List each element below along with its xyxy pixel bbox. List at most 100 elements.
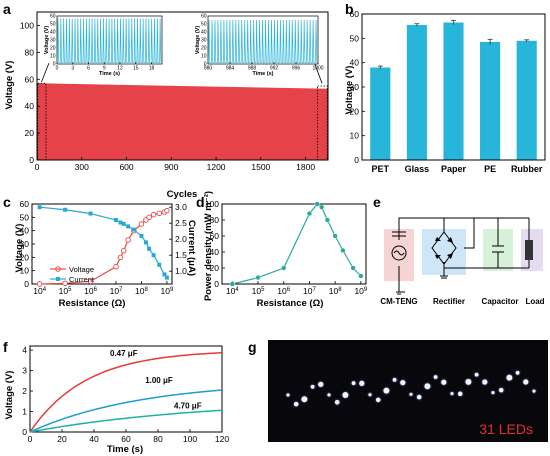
power-density-point — [324, 217, 331, 223]
d-ytick-label: 80 — [210, 215, 220, 225]
circuit-wires — [392, 217, 530, 295]
bar-paper — [443, 22, 464, 161]
inset-xlabel: Time (s) — [253, 71, 274, 77]
panel-g: g 31 LEDs — [248, 339, 548, 442]
panel-e: e — [373, 194, 545, 306]
f-xtick-label: 80 — [153, 434, 163, 444]
inset-ytick-label: 10 — [50, 54, 56, 60]
power-density-line — [232, 203, 362, 285]
a-xtick-label: 0 — [35, 162, 40, 172]
chart-f-ylabel: Voltage (V) — [4, 371, 15, 420]
label-load: Load — [525, 297, 544, 306]
bar-rubber — [516, 40, 537, 161]
led — [532, 389, 536, 393]
led — [409, 392, 413, 396]
f-ytick-label: 0 — [22, 427, 27, 437]
chart-a-frame — [36, 11, 329, 161]
led — [351, 381, 356, 386]
a-ytick-label: 20 — [25, 128, 35, 138]
b-ytick-label: 40 — [350, 58, 360, 68]
category-label: Glass — [405, 164, 430, 174]
chart-f-plot: 0 20 40 60 80 100 120 0 1 2 3 4 0.47 μF 1.00 μF 4.70 μ… — [22, 345, 229, 444]
led — [506, 374, 513, 381]
led — [368, 393, 372, 397]
f-ytick-label: 4 — [22, 345, 27, 355]
d-ytick-label: 40 — [210, 247, 220, 257]
current-point — [114, 218, 118, 222]
inset-voltage-trace — [208, 19, 318, 63]
led — [465, 378, 472, 385]
led — [424, 383, 431, 390]
legend-voltage-label: Voltage — [69, 265, 94, 274]
a-xtick-label: 1500 — [251, 162, 270, 172]
led — [318, 381, 324, 388]
d-xtick-label: 106 — [277, 286, 290, 296]
c-xtick-label: 105 — [59, 286, 72, 296]
c-xtick-label: 107 — [110, 286, 123, 296]
chart-d-xlabel: Resistance (Ω) — [257, 298, 324, 309]
voltage-point — [156, 210, 162, 217]
led — [293, 401, 299, 407]
inset-ytick-label: 60 — [50, 14, 56, 20]
current-point — [37, 205, 42, 210]
curve-label: 0.47 μF — [110, 349, 138, 358]
led — [392, 377, 397, 382]
panel-e-letter: e — [373, 194, 381, 210]
category-label: Rubber — [511, 164, 543, 174]
chart-a-inset-2: 980 984 988 992 996 1000 0 10 20 30 40 50 60 Time (s)… — [195, 14, 324, 77]
c-y2tick-label: 1.0 — [175, 266, 187, 276]
a-xtick-label: 600 — [119, 162, 133, 172]
chart-d-ylabel: Power density (mW m⁻²) — [203, 191, 214, 301]
power-density-point — [306, 211, 313, 217]
chart-c-ylabel: Voltage (V) — [14, 224, 25, 273]
c-xtick-label: 108 — [135, 286, 148, 296]
legend-current-marker — [56, 277, 60, 281]
led-array — [285, 369, 537, 408]
panel-c-letter: c — [3, 194, 11, 210]
a-xtick-label: 1200 — [207, 162, 226, 172]
chart-a-ylabel: Voltage (V) — [4, 61, 15, 110]
panel-d-letter: d — [196, 194, 205, 210]
inset-ytick-label: 20 — [50, 46, 56, 52]
voltage-point — [138, 221, 145, 227]
label-rectifier: Rectifier — [433, 297, 465, 306]
f-xtick-label: 100 — [183, 434, 197, 444]
diode-icons — [435, 237, 453, 259]
a-ytick-label: 80 — [25, 47, 35, 57]
f-xtick-label: 120 — [215, 434, 229, 444]
chart-f-frame — [29, 345, 223, 433]
power-density-point — [332, 233, 338, 239]
f-xtick-label: 0 — [28, 434, 33, 444]
bar-pet — [370, 67, 391, 160]
c-y2tick-label: 1.5 — [175, 250, 187, 260]
f-ytick-label: 3 — [22, 366, 27, 376]
bar-pe — [480, 41, 501, 160]
led — [286, 393, 290, 397]
led — [474, 372, 479, 377]
chart-c-xlabel: Resistance (Ω) — [59, 298, 126, 309]
led — [457, 391, 463, 397]
inset-xtick-label: 1000 — [312, 66, 323, 72]
legend-voltage-marker — [55, 266, 61, 272]
load-resistor-icon — [525, 240, 533, 260]
a-ytick-label: 40 — [25, 101, 35, 111]
voltage-point — [120, 247, 127, 254]
voltage-point — [164, 207, 170, 214]
current-point — [151, 253, 156, 258]
voltage-point — [113, 263, 119, 270]
curve-label: 1.00 μF — [145, 376, 173, 385]
circuit-diagram: CM-TENG Rectifier Capacitor Load — [380, 217, 545, 306]
voltage-point — [36, 281, 43, 287]
charging-curve — [29, 352, 223, 433]
c-ytick-label: 0 — [24, 279, 29, 289]
power-density-point — [255, 275, 261, 281]
b-ytick-label: 0 — [354, 155, 359, 165]
led — [433, 375, 438, 379]
chart-b-ylabel: Voltage (V) — [344, 66, 355, 115]
voltage-point — [150, 211, 157, 218]
chart-a-xlabel: Cycles — [167, 189, 198, 200]
charging-curve — [29, 389, 223, 433]
led — [523, 379, 529, 385]
inset-xtick-label: 992 — [270, 66, 279, 72]
